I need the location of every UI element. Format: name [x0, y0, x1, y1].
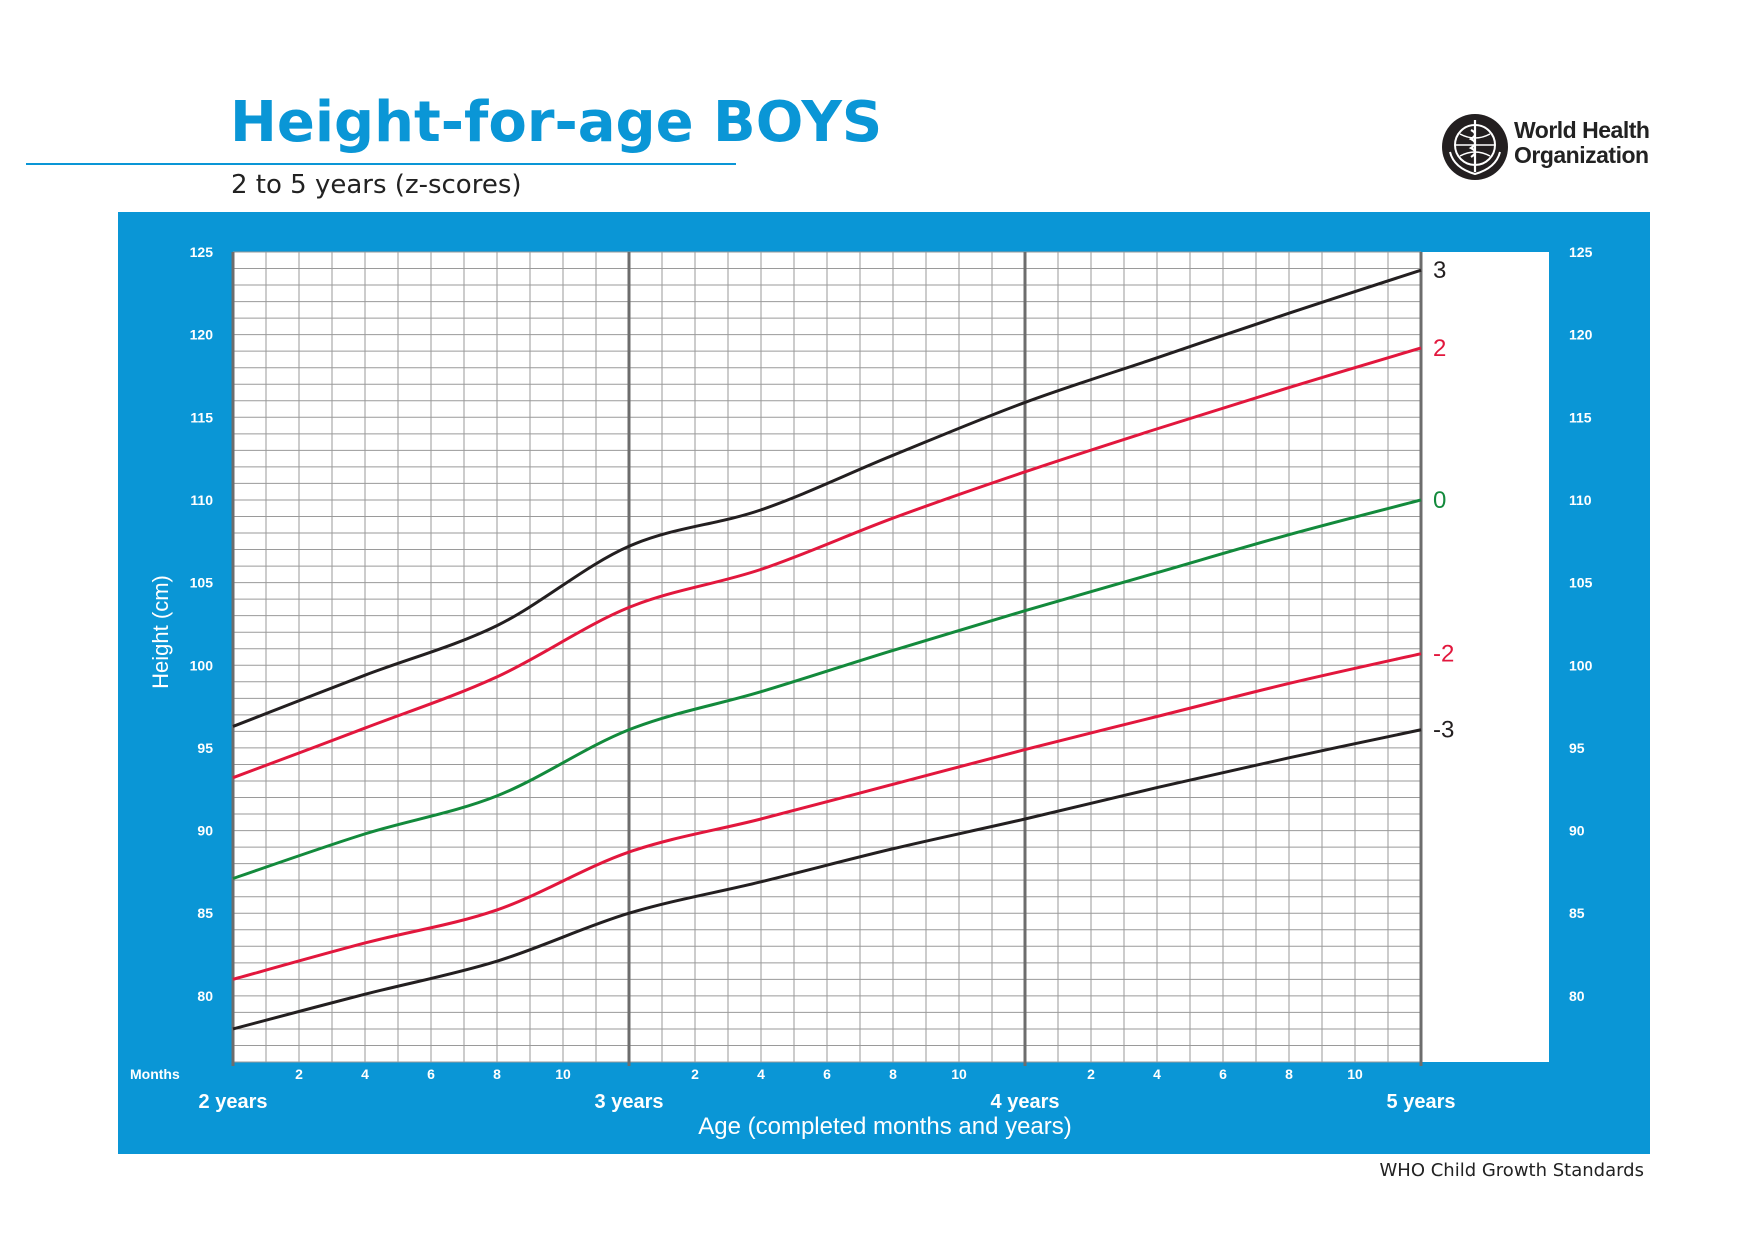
y-tick-label: 95 — [1569, 740, 1585, 756]
x-axis-title: Age (completed months and years) — [698, 1113, 1072, 1140]
y-tick-label: 100 — [190, 657, 214, 673]
months-label: Months — [130, 1066, 180, 1082]
zscore-label-3: 3 — [1433, 257, 1446, 284]
zscore-labels: 3 2 0 -2 -3 — [1433, 257, 1454, 744]
page-subtitle: 2 to 5 years (z-scores) — [231, 170, 522, 200]
y-tick-label: 110 — [190, 492, 213, 508]
zscore-curve-3 — [232, 268, 1422, 728]
height-for-age-chart: 3 2 0 -2 -3 80 85 90 95 100 105 110 115 120 125 80 85 9… — [118, 212, 1650, 1154]
y-tick-labels-right: 80 85 90 95 100 105 110 115 120 125 — [1569, 244, 1593, 1004]
month-tick-label: 10 — [555, 1066, 571, 1082]
y-tick-label: 90 — [1569, 823, 1585, 839]
zscore-curve-2 — [232, 346, 1422, 780]
y-tick-label: 95 — [197, 740, 213, 756]
year-label: 3 years — [595, 1091, 664, 1113]
y-tick-label: 105 — [190, 575, 214, 591]
footer-credit: WHO Child Growth Standards — [1379, 1160, 1645, 1181]
y-axis-title: Height (cm) — [148, 575, 173, 689]
year-label: 2 years — [199, 1091, 268, 1113]
year-label: 5 years — [1387, 1091, 1456, 1113]
grid-minor-lines — [232, 251, 1422, 1063]
zscore-label-2: 2 — [1433, 335, 1446, 362]
month-tick-label: 2 — [691, 1066, 699, 1082]
y-tick-label: 85 — [1569, 905, 1585, 921]
zscore-label--3: -3 — [1433, 717, 1454, 744]
y-tick-label: 100 — [1569, 657, 1593, 673]
zscore-curve-0 — [232, 498, 1422, 880]
month-tick-label: 8 — [1285, 1066, 1293, 1082]
zscore-label--2: -2 — [1433, 641, 1454, 668]
month-tick-label: 4 — [361, 1066, 369, 1082]
month-tick-label: 6 — [427, 1066, 435, 1082]
who-emblem-icon — [1442, 114, 1508, 180]
y-tick-label: 105 — [1569, 575, 1593, 591]
y-tick-label: 125 — [1569, 244, 1593, 260]
y-tick-label: 110 — [1569, 492, 1592, 508]
who-name: World Health Organization — [1514, 117, 1650, 168]
y-tick-label: 120 — [1569, 327, 1593, 343]
page-title: Height-for-age BOYS — [230, 90, 883, 155]
y-tick-label: 115 — [1569, 409, 1592, 425]
zscore-curve--2 — [232, 652, 1422, 981]
month-tick-label: 6 — [1219, 1066, 1227, 1082]
y-tick-label: 125 — [190, 244, 214, 260]
month-tick-label: 6 — [823, 1066, 831, 1082]
who-logo: World Health Organization — [1440, 112, 1740, 182]
year-label: 4 years — [991, 1091, 1060, 1113]
month-tick-label: 8 — [493, 1066, 501, 1082]
month-tick-label: 4 — [757, 1066, 765, 1082]
y-tick-label: 120 — [190, 327, 214, 343]
year-labels: 2 years 3 years 4 years 5 years — [199, 1091, 1456, 1113]
month-tick-label: 2 — [1087, 1066, 1095, 1082]
month-tick-label: 8 — [889, 1066, 897, 1082]
month-tick-label: 10 — [1347, 1066, 1363, 1082]
who-name-line2: Organization — [1514, 142, 1649, 168]
y-tick-label: 90 — [197, 823, 213, 839]
title-underline — [26, 163, 736, 165]
plot-area — [233, 252, 1549, 1062]
y-tick-label: 85 — [197, 905, 213, 921]
y-tick-label: 115 — [190, 409, 213, 425]
month-tick-labels: 2 4 6 8 10 2 4 6 8 10 2 4 6 8 10 — [295, 1066, 1363, 1082]
month-tick-label: 10 — [951, 1066, 967, 1082]
y-tick-labels-left: 80 85 90 95 100 105 110 115 120 125 — [190, 244, 214, 1004]
grid-major-lines — [231, 252, 1423, 1066]
month-tick-label: 4 — [1153, 1066, 1161, 1082]
y-tick-label: 80 — [197, 988, 213, 1004]
who-name-line1: World Health — [1514, 117, 1650, 143]
zscore-curve--3 — [232, 728, 1422, 1031]
zscore-label-0: 0 — [1433, 487, 1446, 514]
y-tick-label: 80 — [1569, 988, 1585, 1004]
month-tick-label: 2 — [295, 1066, 303, 1082]
zscore-curves — [232, 268, 1422, 1031]
